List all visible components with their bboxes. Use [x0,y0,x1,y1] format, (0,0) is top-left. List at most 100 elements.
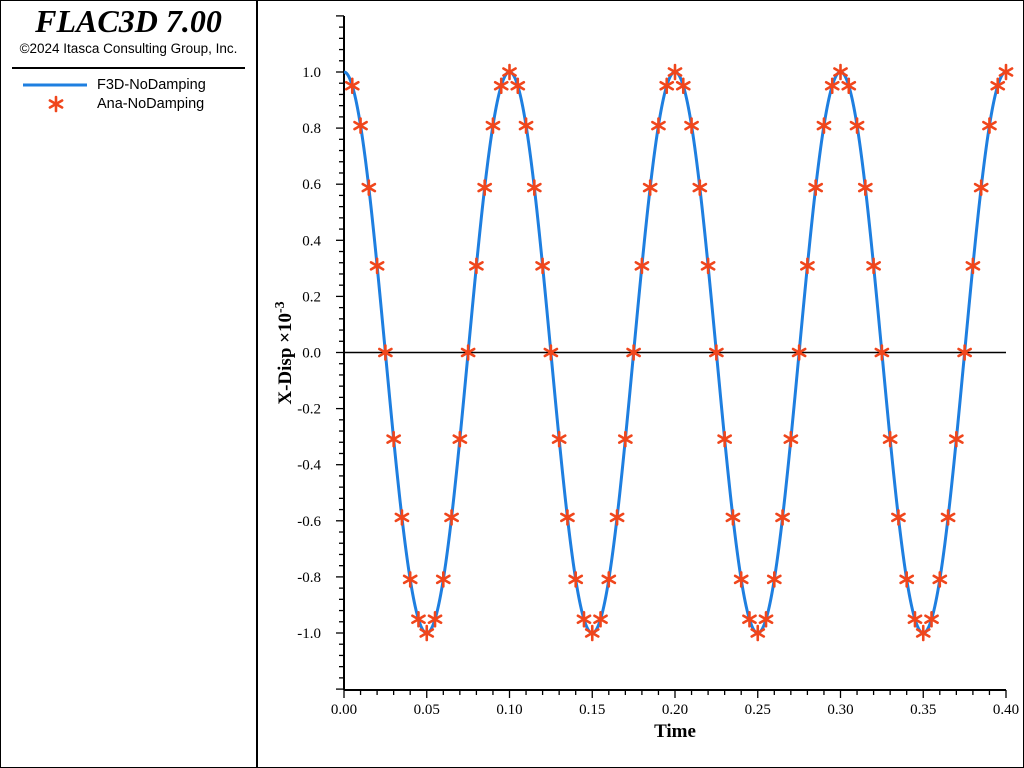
marker-point [709,344,724,361]
legend-divider [12,67,245,69]
marker-point [857,179,873,196]
axes: 1.0 0.8 0.6 0.4 0.2 0.0 -0.2 -0.4 -0.6 -0.8 -1.0 0.… [297,15,1019,718]
x-tick-label: 0.15 [579,702,605,718]
x-tick-label: 0.30 [827,702,853,718]
marker-point [444,509,459,526]
marker-point [700,257,716,275]
marker-point [675,77,691,95]
marker-point [518,117,534,134]
marker-point [891,509,906,526]
marker-point [684,117,699,134]
marker-point [998,63,1014,81]
marker-point [932,571,948,588]
marker-point [543,344,559,361]
marker-point [617,430,633,448]
marker-point [824,77,840,95]
y-tick-label: -0.6 [297,514,321,530]
legend-label-f3d: F3D-NoDamping [97,77,206,93]
marker-point [502,63,517,81]
marker-point [593,610,608,628]
marker-point [435,571,451,588]
marker-point [899,571,915,588]
x-axis-title: Time [654,721,696,742]
marker-point [659,77,675,95]
marker-point [907,610,923,628]
marker-point [609,509,625,526]
marker-point [626,344,641,361]
marker-point [419,624,435,642]
marker-point [560,509,575,526]
y-tick-label: -1.0 [297,626,321,642]
x-tick-label: 0.25 [745,702,771,718]
x-tick-label: 0.05 [414,702,440,718]
series-ana-group [344,63,1014,642]
marker-point [758,610,774,628]
marker-point [924,610,939,628]
marker-point [775,509,790,526]
y-tick-label: 0.6 [302,177,321,193]
legend-item-f3d: F3D-NoDamping [1,76,256,94]
marker-point [369,257,385,275]
marker-point [634,257,650,275]
marker-point [353,117,368,134]
x-tick-label: 0.00 [331,702,357,718]
marker-point [642,179,658,196]
marker-point [452,430,468,448]
marker-point [849,117,865,134]
marker-point [791,344,807,361]
y-tick-label: 0.4 [302,233,321,249]
marker-point [725,509,741,526]
marker-point [940,509,956,526]
marker-point [733,571,749,588]
marker-point [766,571,782,588]
marker-point [808,179,824,196]
y-tick-label: -0.2 [297,402,321,418]
marker-point [841,77,857,95]
y-tick-label: -0.8 [297,570,321,586]
marker-point [402,571,418,588]
marker-point [717,430,733,448]
legend-item-ana: Ana-NoDamping [1,95,256,113]
marker-point [386,430,402,448]
y-tick-label: 0.8 [302,121,321,137]
marker-point [361,179,377,196]
marker-point [742,610,757,628]
x-tick-label: 0.20 [662,702,688,718]
marker-point [965,257,981,275]
y-axis-title: X-Disp ×10-3 [273,301,297,404]
marker-point [477,179,493,196]
marker-point [874,344,890,361]
marker-point [526,179,542,196]
marker-point [394,509,410,526]
legend-marker-swatch [48,95,64,113]
marker-point [816,117,832,134]
marker-point [344,77,360,95]
marker-point [551,430,567,448]
marker-point [982,117,997,134]
marker-point [651,117,666,134]
y-tick-label: 1.0 [302,65,321,81]
copyright-text: ©2024 Itasca Consulting Group, Inc. [19,41,238,56]
marker-point [510,77,526,95]
marker-point [493,77,509,95]
marker-point [460,344,476,361]
marker-point [973,179,989,196]
marker-point [411,610,426,628]
chart-area: 1.0 0.8 0.6 0.4 0.2 0.0 -0.2 -0.4 -0.6 -0.8 -1.0 0.… [273,15,1019,742]
x-tick-label: 0.10 [496,702,522,718]
app-title: FLAC3D 7.00 [35,3,222,39]
marker-point [568,571,584,588]
y-tick-label: 0.2 [302,289,321,305]
marker-point [584,624,600,642]
y-tick-label: 0.0 [302,346,321,362]
legend-panel: FLAC3D 7.00 ©2024 Itasca Consulting Grou… [1,1,258,767]
marker-point [866,257,881,275]
legend-line-swatch [23,83,87,87]
marker-point [692,179,708,196]
marker-point [535,257,550,275]
y-axis-title-exp: -3 [273,301,288,313]
y-tick-label: -0.4 [297,458,321,474]
marker-point [601,571,617,588]
marker-point [833,63,848,81]
